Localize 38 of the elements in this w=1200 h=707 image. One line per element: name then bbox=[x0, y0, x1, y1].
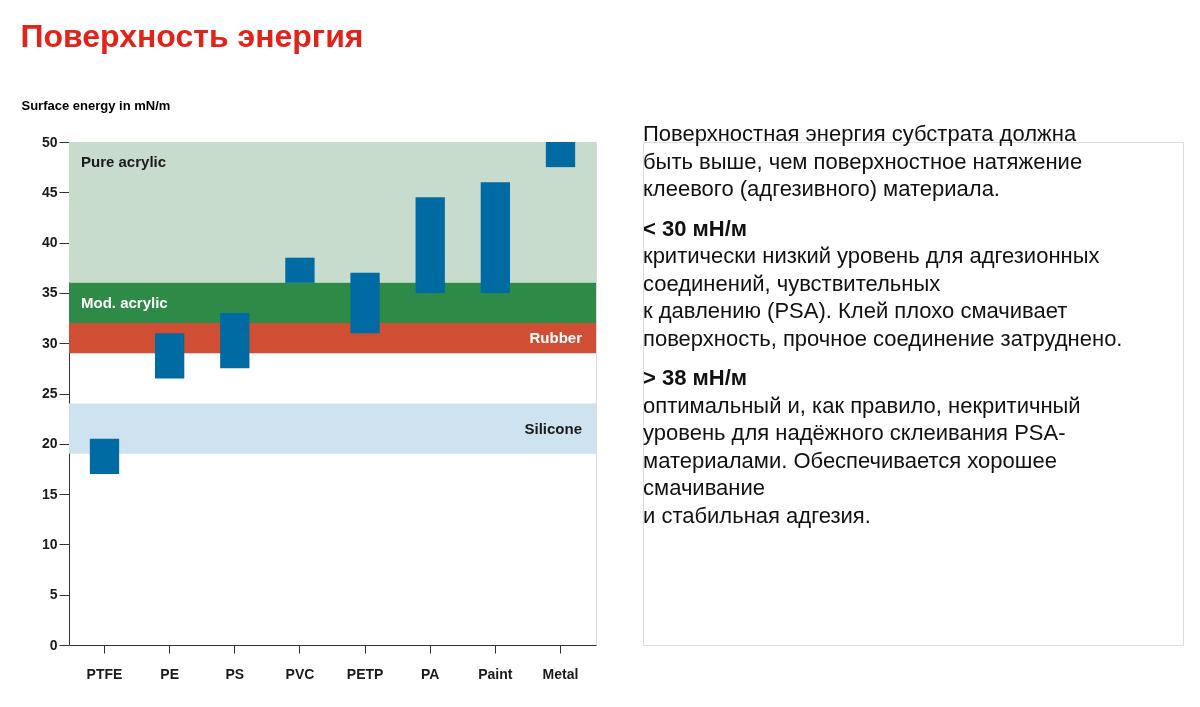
x-tick-label: PETP bbox=[346, 665, 384, 682]
bar bbox=[285, 257, 315, 283]
y-tick-label: 10 bbox=[41, 535, 58, 552]
x-tick-label: PS bbox=[225, 665, 245, 682]
y-tick-label: 40 bbox=[41, 234, 58, 251]
bar bbox=[220, 313, 250, 369]
y-tick-label: 35 bbox=[41, 284, 58, 301]
x-tick-label: Metal bbox=[542, 665, 579, 682]
x-tick-label: PTFE bbox=[86, 665, 123, 682]
y-tick-label: 15 bbox=[41, 485, 58, 502]
band-label: Silicone bbox=[524, 419, 582, 437]
text: Поверхностная энергия субстрата должна быть выше, чем поверхностное натяжение клеевого (адгезивного) материала. bbox=[643, 121, 1083, 201]
y-tick-label: 50 bbox=[41, 133, 58, 150]
y-tick-label: 0 bbox=[49, 636, 58, 653]
bar bbox=[415, 197, 445, 293]
bar bbox=[545, 142, 576, 168]
x-tick-label: PA bbox=[421, 665, 440, 682]
bar bbox=[480, 182, 511, 293]
text: критически низкий уровень для адгезионных соединений, чувствительных к давлению (PSA). Клей плохо смачивает поверхность, прочное соединение затруднено. bbox=[643, 243, 1123, 351]
band-label: Pure acrylic bbox=[81, 153, 167, 171]
y-tick-label: 25 bbox=[41, 385, 58, 401]
y-axis-title: Surface energy in mN/m bbox=[21, 97, 171, 113]
band-label: Mod. acrylic bbox=[81, 293, 168, 311]
text: < 30 мН/м bbox=[643, 215, 748, 241]
y-tick-label: 20 bbox=[41, 435, 58, 452]
x-tick-label: PVC bbox=[285, 665, 315, 682]
y-tick-label: 45 bbox=[41, 183, 58, 200]
x-tick-label: PE bbox=[160, 665, 179, 682]
y-tick-label: 30 bbox=[41, 334, 58, 351]
bar bbox=[154, 333, 185, 379]
text: > 38 мН/м bbox=[643, 365, 748, 390]
y-tick-label: 5 bbox=[49, 586, 58, 603]
bar bbox=[89, 438, 120, 474]
x-tick-label: Paint bbox=[478, 665, 513, 682]
band-label: Rubber bbox=[529, 329, 583, 347]
chart-title: Поверхность энергия bbox=[20, 17, 364, 54]
text: оптимальный и, как правило, некритичный уровень для надёжного склеивания PSA- материалами. Обеспечивается хорошее смачивание и стабильная адгезия. bbox=[643, 392, 1081, 528]
bar bbox=[350, 272, 380, 334]
